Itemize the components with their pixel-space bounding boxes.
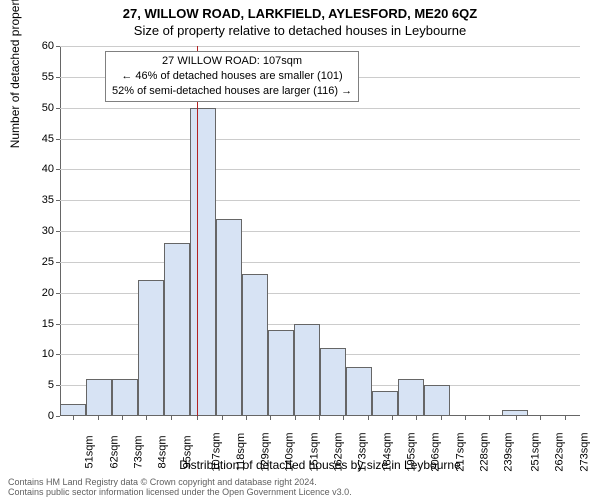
- x-tick: [122, 416, 123, 420]
- x-tick: [416, 416, 417, 420]
- x-tick-label: 239sqm: [503, 432, 515, 471]
- histogram-bar: [164, 243, 190, 416]
- x-tick-label: 206sqm: [430, 432, 442, 471]
- histogram-bar: [60, 404, 86, 416]
- x-tick: [222, 416, 223, 420]
- x-tick: [392, 416, 393, 420]
- histogram-bar: [424, 385, 450, 416]
- x-tick-label: 151sqm: [308, 432, 320, 471]
- y-tick-label: 40: [42, 163, 54, 175]
- x-tick: [368, 416, 369, 420]
- x-tick-label: 51sqm: [84, 435, 96, 468]
- x-tick-label: 84sqm: [157, 435, 169, 468]
- y-tick-label: 15: [42, 318, 54, 330]
- footer-text: Contains HM Land Registry data © Crown c…: [8, 478, 352, 498]
- annotation-line: 52% of semi-detached houses are larger (…: [112, 84, 352, 99]
- histogram-bar: [320, 348, 346, 416]
- histogram-bar: [268, 330, 294, 416]
- x-tick-label: 251sqm: [529, 432, 541, 471]
- x-tick: [441, 416, 442, 420]
- histogram-bar: [86, 379, 112, 416]
- x-tick: [516, 416, 517, 420]
- histogram-bar: [190, 108, 216, 416]
- x-tick-label: 217sqm: [454, 432, 466, 471]
- x-tick-label: 140sqm: [284, 432, 296, 471]
- histogram-bar: [398, 379, 424, 416]
- x-tick-label: 162sqm: [332, 432, 344, 471]
- footer-line-2: Contains public sector information licen…: [8, 488, 352, 498]
- histogram-bar: [242, 274, 268, 416]
- chart-container: 27, WILLOW ROAD, LARKFIELD, AYLESFORD, M…: [0, 0, 600, 500]
- x-tick-label: 273sqm: [578, 432, 590, 471]
- x-tick: [146, 416, 147, 420]
- grid-line: [60, 169, 580, 170]
- histogram-bar: [346, 367, 372, 416]
- y-tick-label: 25: [42, 256, 54, 268]
- histogram-bar: [112, 379, 138, 416]
- x-tick: [565, 416, 566, 420]
- y-tick-label: 10: [42, 348, 54, 360]
- y-tick-label: 30: [42, 225, 54, 237]
- x-tick: [246, 416, 247, 420]
- y-tick-label: 45: [42, 133, 54, 145]
- x-tick: [540, 416, 541, 420]
- x-tick: [465, 416, 466, 420]
- x-tick: [319, 416, 320, 420]
- x-tick-label: 173sqm: [357, 432, 369, 471]
- y-tick-label: 5: [48, 379, 54, 391]
- chart-subtitle: Size of property relative to detached ho…: [0, 21, 600, 38]
- y-tick-label: 50: [42, 102, 54, 114]
- x-tick-label: 184sqm: [381, 432, 393, 471]
- x-tick-label: 195sqm: [405, 432, 417, 471]
- plot-area: 27 WILLOW ROAD: 107sqm← 46% of detached …: [60, 46, 580, 416]
- y-tick-label: 0: [48, 410, 54, 422]
- x-tick: [73, 416, 74, 420]
- x-tick-label: 262sqm: [554, 432, 566, 471]
- y-tick-label: 20: [42, 287, 54, 299]
- grid-line: [60, 262, 580, 263]
- grid-line: [60, 139, 580, 140]
- x-tick-label: 118sqm: [235, 433, 247, 471]
- x-tick: [197, 416, 198, 420]
- histogram-bar: [138, 280, 164, 416]
- x-tick-label: 62sqm: [108, 435, 120, 468]
- x-tick-label: 228sqm: [478, 432, 490, 471]
- x-tick: [270, 416, 271, 420]
- grid-line: [60, 231, 580, 232]
- x-tick-label: 95sqm: [181, 435, 193, 468]
- chart-title: 27, WILLOW ROAD, LARKFIELD, AYLESFORD, M…: [0, 0, 600, 21]
- x-tick: [98, 416, 99, 420]
- grid-line: [60, 108, 580, 109]
- annotation-line: 27 WILLOW ROAD: 107sqm: [112, 54, 352, 69]
- histogram-bar: [294, 324, 320, 417]
- histogram-bar: [216, 219, 242, 416]
- y-tick-label: 35: [42, 194, 54, 206]
- x-tick-label: 107sqm: [211, 432, 223, 471]
- x-tick-label: 129sqm: [259, 432, 271, 471]
- histogram-bar: [372, 391, 398, 416]
- x-tick: [171, 416, 172, 420]
- x-tick: [343, 416, 344, 420]
- x-tick-label: 73sqm: [132, 435, 144, 468]
- annotation-box: 27 WILLOW ROAD: 107sqm← 46% of detached …: [105, 51, 359, 102]
- y-axis: 051015202530354045505560: [0, 46, 60, 416]
- annotation-line: ← 46% of detached houses are smaller (10…: [112, 69, 352, 84]
- y-tick-label: 60: [42, 40, 54, 52]
- grid-line: [60, 200, 580, 201]
- x-tick: [295, 416, 296, 420]
- x-tick: [489, 416, 490, 420]
- y-tick-label: 55: [42, 71, 54, 83]
- grid-line: [60, 46, 580, 47]
- x-axis: Distribution of detached houses by size …: [60, 416, 580, 476]
